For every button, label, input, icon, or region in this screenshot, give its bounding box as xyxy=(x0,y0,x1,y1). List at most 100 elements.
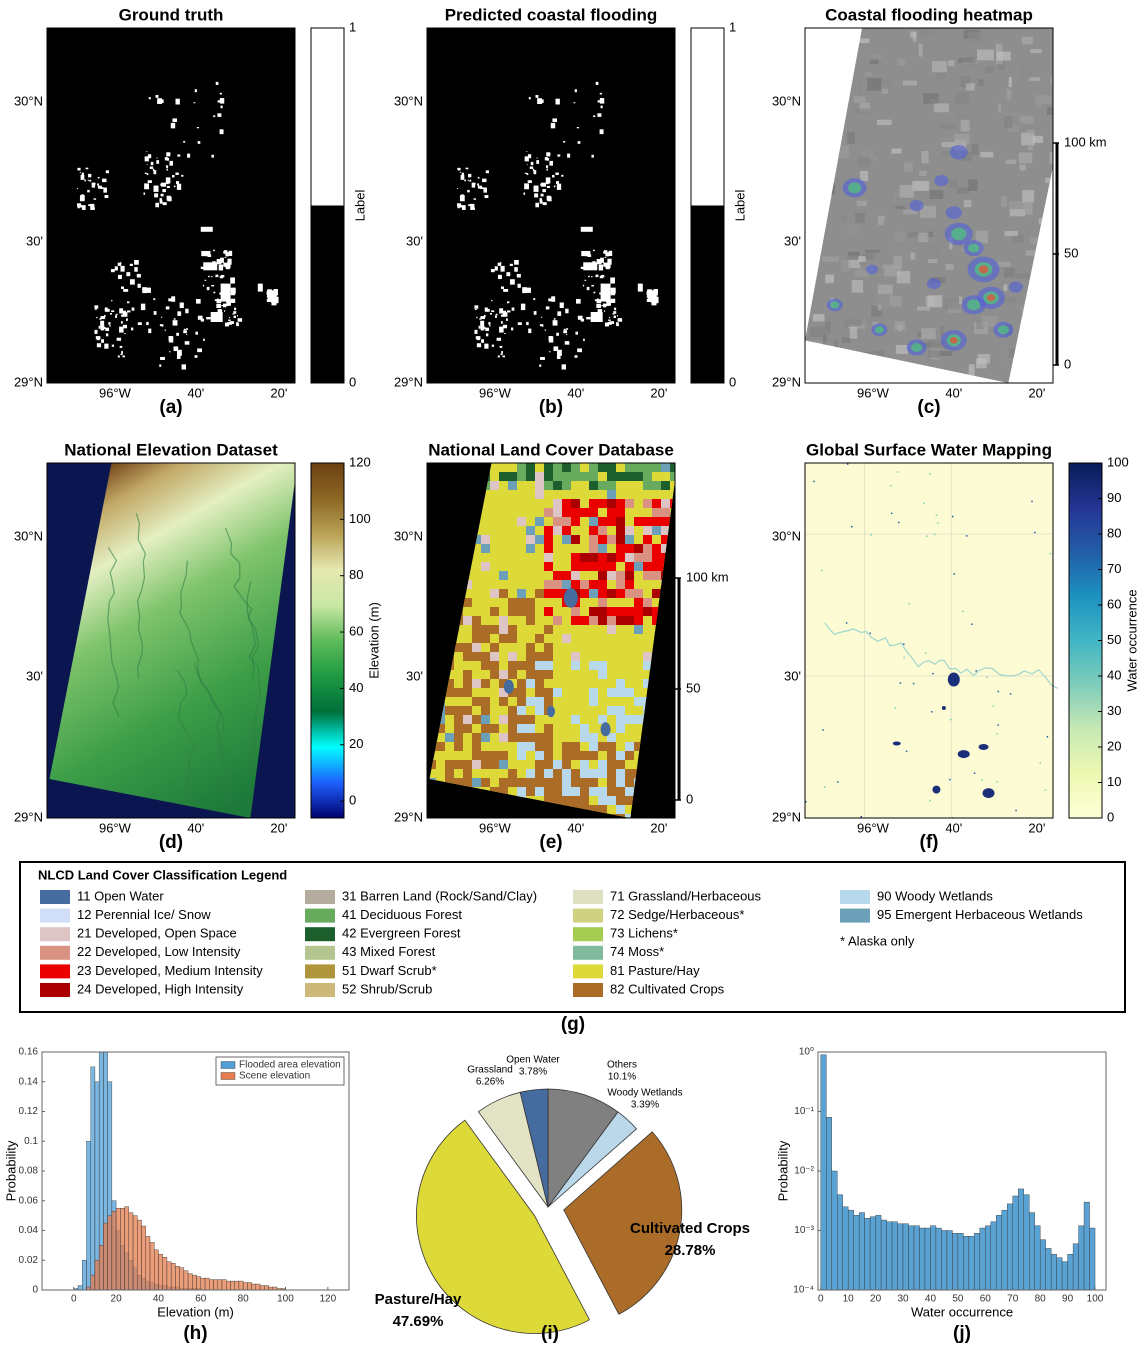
flood-pixel xyxy=(495,266,498,270)
colorbar-tick-label: 20 xyxy=(1107,738,1121,753)
colorbar-tick-label: 1 xyxy=(729,19,736,34)
flood-pixel xyxy=(462,205,466,210)
water-body xyxy=(983,788,995,798)
texture-patch xyxy=(1006,89,1011,100)
land-cover-cell xyxy=(643,472,652,481)
page: Ground truth(a)29°N30'30°N96°W40'20'01La… xyxy=(0,0,1146,1347)
flood-pixel xyxy=(597,113,601,117)
legend-swatch xyxy=(840,890,870,904)
histogram-bar xyxy=(243,1283,247,1290)
x-tick-label: 96°W xyxy=(857,385,890,400)
land-cover-cell xyxy=(616,760,625,769)
land-cover-cell xyxy=(553,688,562,697)
land-cover-cell xyxy=(643,481,652,490)
water-pixel xyxy=(1050,553,1052,555)
texture-patch xyxy=(972,144,979,155)
flood-pixel xyxy=(161,194,164,197)
land-cover-cell xyxy=(607,778,616,787)
flood-pixel xyxy=(203,262,217,270)
histogram-bar xyxy=(1084,1202,1089,1290)
texture-patch xyxy=(939,123,955,129)
land-cover-cell xyxy=(661,481,670,490)
water-pixel xyxy=(936,515,938,517)
colorbar-tick-label: 20 xyxy=(349,736,363,751)
y-tick-label: 0.04 xyxy=(19,1225,39,1236)
panel-label: (j) xyxy=(953,1323,971,1344)
flood-pixel xyxy=(501,315,504,317)
flood-pixel xyxy=(130,264,133,266)
texture-patch xyxy=(1022,37,1033,45)
flood-pixel xyxy=(110,313,112,315)
land-cover-cell xyxy=(526,643,535,652)
land-cover-cell xyxy=(517,787,526,796)
histogram-bar xyxy=(848,1210,853,1290)
histogram-bar xyxy=(264,1286,268,1290)
histogram-bar xyxy=(167,1262,171,1290)
land-cover-cell xyxy=(643,463,652,472)
land-cover-cell xyxy=(562,535,571,544)
land-cover-cell xyxy=(463,679,472,688)
flood-pixel xyxy=(476,336,481,339)
texture-patch xyxy=(927,246,939,255)
pie-label: Cultivated Crops xyxy=(630,1220,750,1237)
flood-pixel xyxy=(586,251,591,256)
flood-pixel xyxy=(536,158,537,159)
flood-pixel xyxy=(599,265,603,271)
histogram-bar xyxy=(120,1208,124,1290)
land-cover-cell xyxy=(526,616,535,625)
flood-pixel xyxy=(556,333,559,336)
land-cover-cell xyxy=(508,634,517,643)
land-cover-cell xyxy=(526,670,535,679)
flood-pixel xyxy=(477,343,481,347)
texture-patch xyxy=(949,179,958,187)
flood-pixel xyxy=(562,364,566,369)
histogram-bar xyxy=(991,1222,996,1290)
flood-pixel xyxy=(121,315,124,317)
flood-pixel xyxy=(481,339,484,343)
flood-pixel xyxy=(94,305,98,308)
flood-pixel xyxy=(169,351,170,352)
flood-pixel xyxy=(500,266,504,272)
flood-pixel xyxy=(531,162,534,165)
land-cover-cell xyxy=(544,778,553,787)
land-cover-cell xyxy=(616,526,625,535)
flood-pixel xyxy=(533,170,536,174)
histogram-bar xyxy=(1035,1226,1040,1290)
texture-patch xyxy=(870,60,879,64)
flood-pixel xyxy=(197,348,202,352)
flood-pixel xyxy=(220,305,221,306)
land-cover-cell xyxy=(463,760,472,769)
land-cover-cell xyxy=(535,589,544,598)
land-cover-cell xyxy=(607,625,616,634)
flood-pixel xyxy=(601,284,611,302)
y-tick-label: 10⁻³ xyxy=(794,1225,814,1236)
flood-pixel xyxy=(598,100,600,102)
land-cover-cell xyxy=(472,733,481,742)
land-cover-cell xyxy=(526,715,535,724)
land-cover-cell xyxy=(616,571,625,580)
flood-pixel xyxy=(483,188,487,193)
land-cover-cell xyxy=(445,733,454,742)
histogram-bar xyxy=(163,1257,167,1290)
flood-pixel xyxy=(514,267,518,272)
x-tick-label: 96°W xyxy=(857,820,890,835)
legend-label: 23 Developed, Medium Intensity xyxy=(77,963,263,978)
flood-pixel xyxy=(457,188,458,189)
texture-patch xyxy=(841,216,847,220)
land-cover-cell xyxy=(580,562,589,571)
colorbar-tick-label: 120 xyxy=(349,454,371,469)
water-pixel xyxy=(966,535,968,537)
histogram-bar xyxy=(222,1280,226,1290)
land-cover-cell xyxy=(544,760,553,769)
land-cover-cell xyxy=(454,688,463,697)
flood-pixel xyxy=(525,173,527,174)
land-cover-cell xyxy=(634,616,643,625)
flood-pixel xyxy=(566,334,567,335)
land-cover-cell xyxy=(472,742,481,751)
flood-pixel xyxy=(181,175,183,177)
histogram-bar xyxy=(1029,1213,1034,1290)
land-cover-cell xyxy=(580,553,589,562)
panel-label: (d) xyxy=(159,832,183,853)
y-tick-label: 30°N xyxy=(394,93,423,108)
land-cover-cell xyxy=(526,733,535,742)
